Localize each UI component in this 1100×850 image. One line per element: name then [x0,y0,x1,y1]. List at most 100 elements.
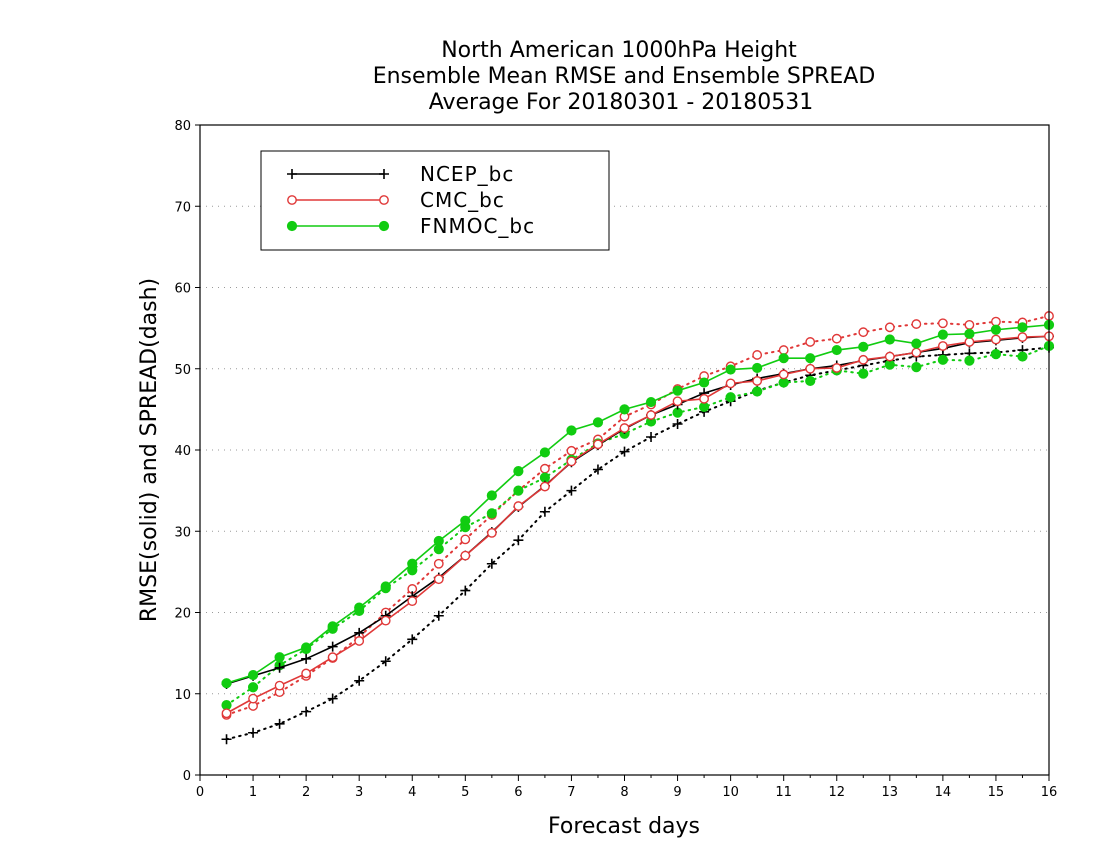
series-CMC_bc-rmse-point [566,456,577,467]
series-NCEP_bc-spread-point [566,485,577,496]
legend-item-NCEP_bc: NCEP_bc [287,162,514,186]
series-FNMOC_bc-rmse-point [274,652,285,663]
legend-label: NCEP_bc [420,162,514,186]
legend-marker [287,195,297,205]
series-CMC_bc-spread-point [831,333,842,344]
x-tick-label: 11 [775,785,792,800]
series-CMC_bc-rmse-point [778,369,789,380]
x-tick-label: 12 [828,785,845,800]
series-NCEP_bc-spread-point [380,656,391,667]
series-FNMOC_bc-rmse-point [619,404,630,415]
x-tick-label: 14 [935,785,952,800]
series-CMC_bc-rmse [221,331,1054,719]
y-tick-label: 10 [174,688,191,703]
x-tick-label: 0 [196,785,204,800]
series-NCEP_bc-spread-point [433,610,444,621]
series-FNMOC_bc-rmse-point [566,425,577,436]
series-CMC_bc-rmse-point [911,347,922,358]
series-CMC_bc-spread-point [937,318,948,329]
series-CMC_bc-rmse-point [274,680,285,691]
series-CMC_bc-rmse-point [407,596,418,607]
series-CMC_bc-spread-point [433,558,444,569]
series-FNMOC_bc-spread-point [1017,351,1028,362]
series-FNMOC_bc-rmse-point [911,338,922,349]
y-tick-label: 30 [174,525,191,540]
series-CMC_bc-spread-point [566,445,577,456]
x-tick-label: 9 [673,785,681,800]
series-NCEP_bc-spread-point [301,706,312,717]
legend-item-FNMOC_bc: FNMOC_bc [286,214,534,238]
x-tick-label: 7 [567,785,575,800]
series-CMC_bc-rmse-point [221,708,232,719]
series-CMC_bc-spread-point [991,316,1001,327]
series-NCEP_bc-rmse [221,331,1054,689]
series-FNMOC_bc-spread-point [858,368,869,379]
series-CMC_bc-rmse-point [513,501,524,511]
series-NCEP_bc-rmse-point [327,641,338,652]
legend-item-CMC_bc: CMC_bc [287,188,505,212]
series-FNMOC_bc-spread-point [513,485,524,496]
legend-marker [379,195,389,205]
series-CMC_bc-rmse-point [884,351,895,362]
series-FNMOC_bc-spread-point [911,362,922,373]
x-tick-label: 10 [722,785,739,800]
x-tick-label: 8 [620,785,628,800]
series-NCEP_bc-rmse-point [301,653,312,664]
series-CMC_bc-rmse-point [248,693,258,704]
series-NCEP_bc-rmse-line [226,335,1050,685]
series-NCEP_bc-spread-point [619,446,630,457]
series-FNMOC_bc-spread-point [964,355,975,366]
series-FNMOC_bc-spread-point [725,392,736,403]
series-FNMOC_bc-rmse-point [937,329,948,340]
series-NCEP_bc-spread-point [592,464,603,475]
legend-label: CMC_bc [420,188,505,212]
series-FNMOC_bc-rmse-line [226,324,1050,684]
series-FNMOC_bc-spread-point [698,401,710,413]
legend-marker [286,220,298,232]
series-NCEP_bc-spread-point [646,432,657,442]
series-FNMOC_bc-spread-line [225,345,1050,707]
y-tick-label: 70 [174,200,191,215]
series-FNMOC_bc-rmse-point [460,515,471,526]
series-CMC_bc-spread-point [778,345,789,355]
series-CMC_bc-rmse-point [486,527,497,538]
series-FNMOC_bc-spread-point [752,386,763,397]
series-FNMOC_bc-rmse-point [752,362,763,374]
y-tick-label: 0 [183,769,191,784]
series-FNMOC_bc-rmse-point [1017,322,1028,333]
series-CMC_bc-rmse-point [593,439,603,450]
series-CMC_bc-spread-point [752,350,763,360]
series-FNMOC_bc-rmse-point [539,447,551,458]
series-FNMOC_bc-rmse-point [513,466,524,477]
series-FNMOC_bc-spread-point [247,682,259,693]
y-tick-label: 50 [174,363,191,378]
x-tick-label: 16 [1041,785,1058,800]
series-CMC_bc-rmse-line [226,335,1050,714]
series-FNMOC_bc-rmse-point [327,621,338,632]
legend-marker [287,169,297,179]
series-FNMOC_bc-rmse-point [592,417,604,428]
series-FNMOC_bc-rmse-point [964,328,975,339]
series-NCEP_bc-spread-point [672,419,683,429]
series-FNMOC_bc-spread-point [990,349,1002,360]
series-CMC_bc-rmse-point [301,668,312,679]
series-FNMOC_bc-rmse-point [672,385,683,396]
series-CMC_bc-rmse-point [964,337,975,347]
series-CMC_bc-spread-point [911,319,922,329]
series-FNMOC_bc-spread-point [778,377,789,388]
series-CMC_bc-rmse-point [327,652,338,663]
x-tick-label: 1 [249,785,257,800]
series-CMC_bc-rmse-point [460,550,471,561]
series-FNMOC_bc-rmse [221,319,1055,689]
series-NCEP_bc-spread-point [248,727,259,738]
series-CMC_bc-spread-point [460,534,471,545]
series-FNMOC_bc-rmse-point [645,396,657,408]
legend-marker [379,169,389,179]
series-NCEP_bc-spread-point [539,506,550,517]
series-FNMOC_bc-rmse-point [221,678,232,689]
series-CMC_bc-spread-point [858,327,869,338]
x-axis-label: Forecast days [548,814,700,839]
series-FNMOC_bc-spread-point [486,508,497,519]
series-CMC_bc-rmse-point [725,378,736,389]
